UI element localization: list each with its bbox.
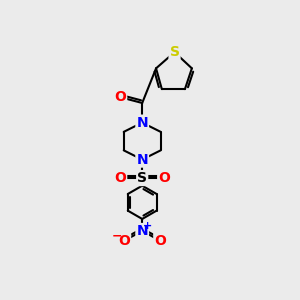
Text: O: O xyxy=(154,234,166,248)
Text: S: S xyxy=(169,45,179,59)
Text: O: O xyxy=(158,171,170,185)
Text: O: O xyxy=(114,90,126,104)
Text: −: − xyxy=(112,230,122,242)
Text: +: + xyxy=(143,221,153,231)
Text: N: N xyxy=(136,224,148,238)
Text: S: S xyxy=(137,171,147,185)
Text: O: O xyxy=(118,234,130,248)
Text: O: O xyxy=(114,171,126,185)
Text: N: N xyxy=(136,153,148,166)
Text: N: N xyxy=(136,116,148,130)
